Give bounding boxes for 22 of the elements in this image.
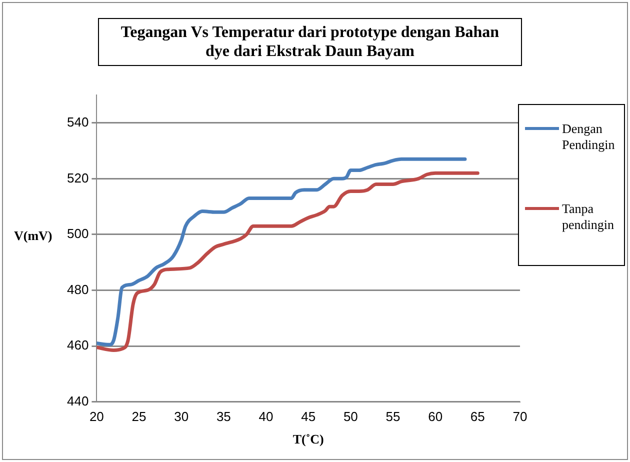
legend-label: Dengan Pendingin	[562, 121, 616, 153]
x-tick-label: 40	[258, 409, 274, 424]
x-tick-label: 30	[174, 409, 189, 424]
y-tick-label: 460	[66, 338, 89, 353]
x-tick-label: 65	[470, 409, 485, 424]
x-tick-label: 35	[216, 409, 231, 424]
y-tick-label: 540	[66, 114, 89, 130]
x-tick-label: 50	[343, 409, 358, 424]
x-tick-label: 60	[428, 409, 443, 424]
y-tick-label: 520	[66, 170, 89, 186]
y-tick-label: 500	[66, 226, 89, 242]
y-tick-label: 440	[66, 393, 89, 408]
legend-label: Tanpa pendingin	[562, 201, 615, 233]
x-axis-title: T(˚C)	[292, 432, 324, 447]
y-axis-title: V(mV)	[14, 228, 52, 244]
y-tick-label: 480	[66, 282, 89, 297]
chart-title: Tegangan Vs Temperatur dari prototype dengan Bahan dye dari Ekstrak Daun Bayam	[98, 18, 522, 66]
x-tick-label: 55	[386, 409, 400, 424]
x-tick-label: 20	[89, 409, 104, 424]
x-tick-label: 25	[132, 409, 146, 424]
x-tick-label: 45	[301, 409, 316, 424]
x-tick-label: 70	[512, 409, 528, 424]
